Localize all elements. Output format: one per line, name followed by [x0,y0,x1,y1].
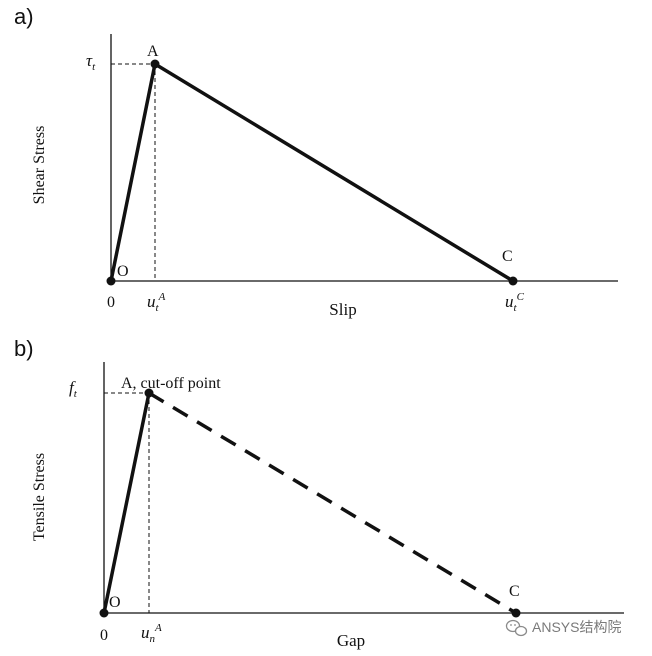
panel-a-origin-tick: 0 [107,294,115,311]
panel-a-point-o-marker [106,276,116,286]
panel-b-y-symbol: ft [69,378,78,400]
watermark-text: ANSYS结构院 [532,619,621,635]
panel-a-segment-oa [109,63,157,282]
panel-b-point-a-marker [144,388,154,398]
panel-b: b) O A, cut-off point C ft Tensile Stres… [14,336,624,650]
panel-a-point-o-label: O [117,263,129,280]
panel-b-label: b) [14,336,34,361]
panel-b-point-c-label: C [509,583,520,600]
panel-a-segment-ac [154,62,514,283]
panel-a-point-a-label: A [147,43,159,60]
panel-b-point-c-marker [511,608,521,618]
panel-a-label: a) [14,4,34,29]
watermark: ANSYS结构院 [505,619,621,637]
panel-b-x-axis-title: Gap [337,631,365,650]
panel-a-point-a-marker [150,59,160,69]
panel-a-point-c-marker [508,276,518,286]
panel-a-x-axis-title: Slip [329,300,356,319]
panel-b-point-o-label: O [109,594,121,611]
panel-b-origin-tick: 0 [100,627,108,644]
panel-a: a) O A C τt Shear Stress 0 utA utC Slip [14,4,618,319]
panel-b-segment-ac [148,391,517,615]
panel-a-point-c-label: C [502,248,513,265]
panel-b-point-a-label: A, cut-off point [121,375,221,392]
panel-a-tick-uc: utC [505,291,525,314]
panel-a-y-symbol: τt [86,51,96,73]
panel-a-y-axis-title: Shear Stress [31,126,48,205]
panel-b-y-axis-title: Tensile Stress [31,453,48,541]
panel-b-point-o-marker [99,608,109,618]
panel-b-tick-ua: unA [141,622,162,645]
panel-a-tick-ua: utA [147,291,166,314]
panel-b-segment-oa [102,392,151,614]
wechat-icon [505,619,528,637]
